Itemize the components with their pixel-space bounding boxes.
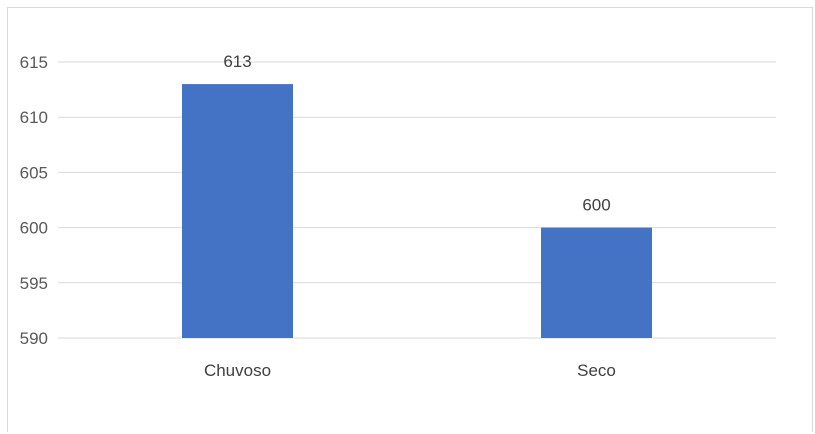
bar-chuvoso <box>182 84 293 338</box>
category-label-chuvoso: Chuvoso <box>204 361 271 380</box>
data-label-seco: 600 <box>582 196 610 215</box>
chart-frame <box>7 7 813 432</box>
data-label-chuvoso: 613 <box>223 52 251 71</box>
y-tick-label: 595 <box>20 274 48 293</box>
x-axis-category-labels: Chuvoso Seco <box>204 361 616 380</box>
y-axis-tick-labels: 590 595 600 605 610 615 <box>20 53 48 348</box>
y-tick-label: 590 <box>20 329 48 348</box>
bar-seco <box>541 227 652 338</box>
y-tick-label: 610 <box>20 108 48 127</box>
bars <box>182 84 652 338</box>
data-labels: 613 600 <box>223 52 610 215</box>
category-label-seco: Seco <box>577 361 616 380</box>
gridlines <box>58 61 776 339</box>
y-tick-label: 615 <box>20 53 48 72</box>
y-tick-label: 605 <box>20 163 48 182</box>
y-tick-label: 600 <box>20 219 48 238</box>
